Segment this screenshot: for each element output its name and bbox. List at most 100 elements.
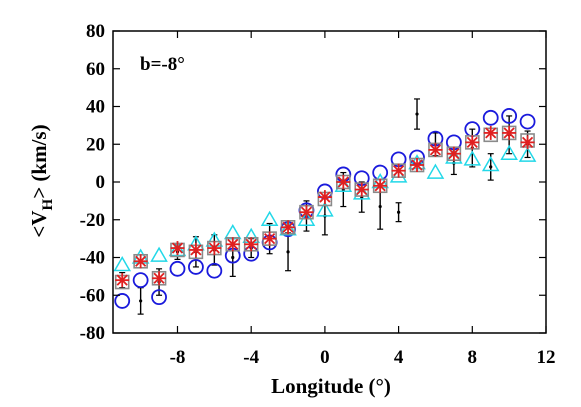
circle-point bbox=[132, 272, 149, 289]
asterisk-stroke bbox=[282, 221, 294, 233]
circle-point bbox=[482, 109, 499, 126]
error-bar-center bbox=[139, 299, 143, 303]
asterisk-point bbox=[299, 205, 314, 220]
error-bar-point bbox=[414, 98, 421, 130]
error-bar-point bbox=[285, 232, 292, 272]
asterisk-stroke bbox=[116, 274, 128, 286]
x-tick-label: 12 bbox=[537, 347, 556, 368]
asterisk-point bbox=[225, 237, 240, 252]
circle-point bbox=[501, 108, 518, 124]
asterisk-point bbox=[354, 182, 369, 197]
asterisk-stroke bbox=[374, 180, 386, 192]
asterisk-stroke bbox=[135, 255, 147, 267]
asterisk-stroke bbox=[319, 191, 331, 203]
asterisk-stroke bbox=[337, 176, 349, 188]
asterisk-point bbox=[446, 146, 461, 161]
triangle-point bbox=[426, 163, 445, 179]
asterisk-point bbox=[391, 163, 406, 178]
circle-point bbox=[206, 262, 223, 279]
x-tick-label: -4 bbox=[243, 347, 259, 368]
asterisk-stroke bbox=[356, 183, 368, 196]
circle-point bbox=[188, 259, 204, 275]
asterisk-point bbox=[428, 142, 443, 157]
asterisk-point bbox=[410, 158, 425, 173]
triangle-point bbox=[260, 210, 279, 226]
asterisk-stroke bbox=[208, 242, 220, 254]
asterisk-stroke bbox=[300, 206, 313, 218]
asterisk-point bbox=[465, 135, 480, 150]
x-tick-label: 4 bbox=[394, 347, 404, 368]
error-bar-center bbox=[378, 204, 382, 209]
asterisk-stroke bbox=[411, 159, 423, 171]
error-bar-center bbox=[286, 250, 290, 254]
asterisk-point bbox=[152, 271, 167, 286]
asterisk-point bbox=[115, 273, 130, 288]
triangle-point bbox=[316, 201, 334, 217]
asterisk-point bbox=[170, 241, 185, 256]
asterisk-stroke bbox=[448, 148, 460, 160]
x-tick-label: 0 bbox=[320, 347, 330, 368]
circle-point bbox=[151, 289, 167, 306]
plot-frame bbox=[112, 30, 547, 334]
asterisk-stroke bbox=[190, 244, 202, 256]
asterisk-stroke bbox=[171, 242, 184, 254]
triangle-point bbox=[481, 156, 500, 172]
y-axis-title-main: <V bbox=[27, 210, 51, 237]
asterisk-stroke bbox=[521, 136, 534, 148]
error-bar-center bbox=[231, 255, 235, 260]
triangle-point bbox=[463, 150, 482, 166]
asterisk-point bbox=[317, 190, 332, 205]
triangle-point bbox=[223, 223, 242, 240]
y-tick-label: 60 bbox=[86, 59, 105, 80]
asterisk-point bbox=[262, 231, 277, 246]
y-tick-label: -60 bbox=[80, 285, 105, 306]
asterisk-point bbox=[133, 254, 148, 269]
asterisk-stroke bbox=[227, 238, 239, 250]
y-tick-label: 80 bbox=[86, 21, 105, 42]
x-tick-label: 8 bbox=[468, 347, 478, 368]
asterisk-point bbox=[207, 241, 222, 256]
error-bar-point bbox=[137, 287, 144, 315]
circle-point bbox=[372, 164, 389, 181]
data-marks bbox=[113, 98, 537, 315]
error-bar-center bbox=[415, 112, 419, 116]
y-tick-label: -80 bbox=[80, 323, 105, 344]
y-axis-title-sub: H bbox=[40, 198, 56, 210]
error-bar-center bbox=[489, 165, 493, 169]
asterisk-stroke bbox=[153, 272, 165, 284]
asterisk-point bbox=[373, 178, 388, 193]
asterisk-point bbox=[336, 175, 351, 189]
y-tick-label: 0 bbox=[96, 172, 106, 193]
circle-point bbox=[114, 293, 131, 309]
asterisk-point bbox=[502, 125, 517, 140]
circle-point bbox=[519, 113, 536, 130]
asterisk-stroke bbox=[245, 238, 257, 250]
triangle-point bbox=[113, 256, 132, 272]
y-axis-title: <VH> (km/s) bbox=[27, 124, 56, 237]
y-axis-title-end: > (km/s) bbox=[27, 124, 51, 198]
chart-annotation: b=-8° bbox=[140, 54, 185, 75]
asterisk-point bbox=[520, 135, 535, 150]
asterisk-stroke bbox=[392, 165, 405, 177]
asterisk-point bbox=[244, 237, 259, 252]
y-tick-label: 40 bbox=[86, 97, 105, 118]
asterisk-stroke bbox=[466, 136, 478, 148]
asterisk-point bbox=[483, 125, 498, 140]
error-bar-point bbox=[395, 202, 402, 223]
asterisk-stroke bbox=[503, 127, 515, 139]
asterisk-stroke bbox=[429, 144, 442, 156]
triangle-point bbox=[518, 146, 537, 162]
asterisk-point bbox=[188, 242, 203, 257]
asterisk-stroke bbox=[485, 127, 497, 139]
triangle-point bbox=[500, 144, 518, 160]
y-tick-label: -20 bbox=[80, 210, 105, 231]
y-tick-label: 20 bbox=[86, 134, 105, 155]
asterisk-point bbox=[281, 220, 296, 235]
y-tick-label: -40 bbox=[80, 248, 105, 269]
asterisk-stroke bbox=[264, 233, 276, 245]
x-axis-title: Longitude (°) bbox=[271, 374, 391, 398]
circle-point bbox=[169, 260, 186, 277]
x-tick-label: -8 bbox=[170, 347, 186, 368]
